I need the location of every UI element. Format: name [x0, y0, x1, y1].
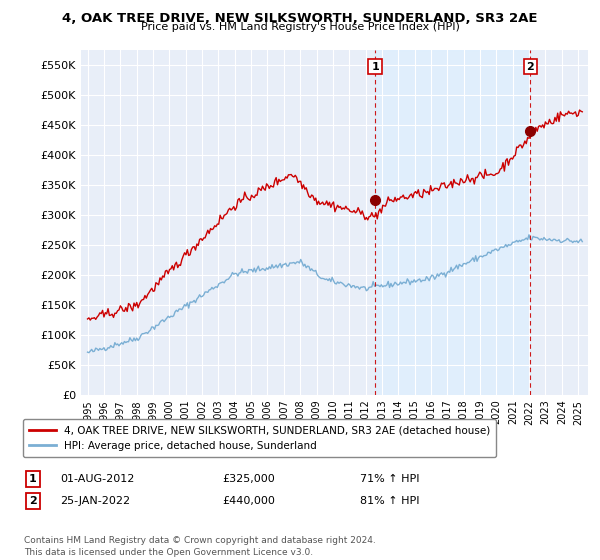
Text: 4, OAK TREE DRIVE, NEW SILKSWORTH, SUNDERLAND, SR3 2AE: 4, OAK TREE DRIVE, NEW SILKSWORTH, SUNDE…: [62, 12, 538, 25]
Text: 2: 2: [29, 496, 37, 506]
Text: 01-AUG-2012: 01-AUG-2012: [60, 474, 134, 484]
Text: 1: 1: [371, 62, 379, 72]
Text: 1: 1: [29, 474, 37, 484]
Text: 81% ↑ HPI: 81% ↑ HPI: [360, 496, 419, 506]
Text: Contains HM Land Registry data © Crown copyright and database right 2024.
This d: Contains HM Land Registry data © Crown c…: [24, 536, 376, 557]
Text: £440,000: £440,000: [222, 496, 275, 506]
Legend: 4, OAK TREE DRIVE, NEW SILKSWORTH, SUNDERLAND, SR3 2AE (detached house), HPI: Av: 4, OAK TREE DRIVE, NEW SILKSWORTH, SUNDE…: [23, 419, 496, 457]
Text: 25-JAN-2022: 25-JAN-2022: [60, 496, 130, 506]
Bar: [375, 50, 530, 395]
Text: 71% ↑ HPI: 71% ↑ HPI: [360, 474, 419, 484]
Text: 2: 2: [527, 62, 535, 72]
Text: Price paid vs. HM Land Registry's House Price Index (HPI): Price paid vs. HM Land Registry's House …: [140, 22, 460, 32]
Text: £325,000: £325,000: [222, 474, 275, 484]
